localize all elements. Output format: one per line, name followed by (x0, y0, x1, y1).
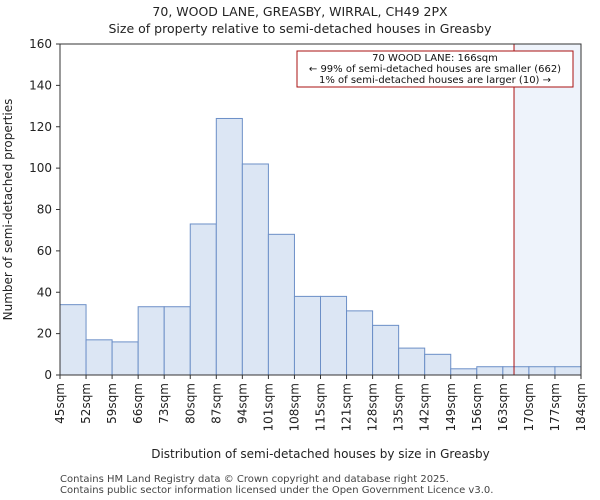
x-tick-label: 115sqm (314, 383, 328, 431)
x-tick-label: 170sqm (522, 383, 536, 431)
y-tick-label: 100 (29, 161, 52, 175)
histogram-bar (189, 223, 217, 376)
x-tick-label: 87sqm (209, 383, 223, 424)
y-tick-label: 0 (44, 368, 52, 382)
annotation-title: 70 WOOD LANE: 166sqm (372, 53, 498, 64)
x-tick-label: 101sqm (261, 383, 275, 431)
histogram-bar (372, 324, 400, 376)
x-tick-label: 108sqm (287, 383, 301, 431)
chart-subtitle: Size of property relative to semi-detach… (108, 21, 492, 36)
histogram-bar (85, 339, 113, 376)
footer-licence: Contains public sector information licen… (60, 485, 494, 496)
histogram-bar (476, 366, 504, 376)
histogram-bar (424, 353, 452, 376)
x-tick-label: 156sqm (470, 383, 484, 431)
annotation-box (296, 50, 574, 88)
histogram-bar (398, 347, 426, 376)
x-tick-label: 142sqm (418, 383, 432, 431)
histogram-bar (293, 295, 322, 376)
y-tick-label: 60 (37, 244, 52, 258)
x-tick-label: 73sqm (157, 383, 171, 424)
x-tick-label: 66sqm (131, 383, 145, 424)
annotation-smaller: ← 99% of semi-detached houses are smalle… (308, 64, 562, 75)
chart-title: 70, WOOD LANE, GREASBY, WIRRAL, CH49 2PX (152, 4, 448, 19)
histogram-bar (59, 304, 87, 376)
histogram-bar (267, 233, 295, 376)
x-tick-label: 177sqm (548, 383, 562, 431)
x-tick-label: 52sqm (79, 383, 93, 424)
y-tick-label: 80 (37, 203, 52, 217)
x-tick-label: 184sqm (574, 383, 588, 431)
y-tick-label: 160 (29, 37, 52, 51)
y-tick-label: 140 (29, 78, 52, 92)
larger-properties-region (514, 44, 581, 375)
histogram-bar (241, 163, 269, 376)
annotation-larger: 1% of semi-detached houses are larger (1… (318, 75, 552, 86)
x-tick-label: 149sqm (444, 383, 458, 431)
histogram-bar (215, 117, 243, 376)
x-tick-label: 121sqm (340, 383, 354, 431)
footer-copyright: Contains HM Land Registry data © Crown c… (60, 474, 449, 485)
x-tick-label: 80sqm (183, 383, 197, 424)
histogram-bar (163, 306, 191, 376)
histogram-bar (111, 341, 139, 376)
y-tick-label: 120 (29, 120, 52, 134)
x-tick-label: 128sqm (366, 383, 380, 431)
histogram-bar (502, 366, 530, 376)
x-axis-label: Distribution of semi-detached houses by … (151, 447, 490, 461)
histogram-bar (346, 310, 374, 376)
histogram-bar (137, 306, 165, 376)
y-axis-label: Number of semi-detached properties (1, 99, 15, 321)
y-tick-label: 40 (37, 285, 52, 299)
x-tick-label: 45sqm (53, 383, 67, 424)
histogram-bar (554, 366, 582, 376)
y-tick-label: 20 (37, 327, 52, 341)
x-tick-label: 94sqm (235, 383, 249, 424)
histogram-bar (320, 295, 348, 376)
x-tick-label: 163sqm (496, 383, 510, 431)
x-tick-label: 135sqm (392, 383, 406, 431)
histogram-bar (528, 366, 556, 376)
histogram-bar (450, 368, 478, 376)
x-tick-label: 59sqm (105, 383, 119, 424)
